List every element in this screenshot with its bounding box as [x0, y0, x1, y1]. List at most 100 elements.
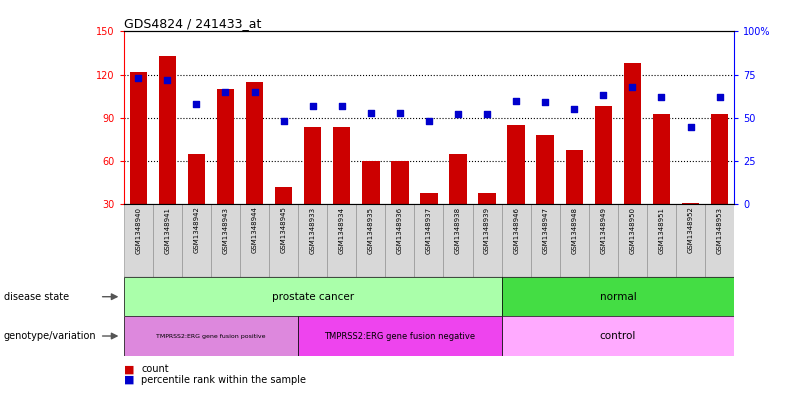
Bar: [327, 204, 356, 277]
Bar: [595, 107, 612, 204]
Text: GSM1348939: GSM1348939: [484, 207, 490, 253]
Bar: [478, 193, 496, 204]
Text: GSM1348953: GSM1348953: [717, 207, 723, 253]
Point: [132, 75, 144, 81]
Text: GSM1348938: GSM1348938: [455, 207, 461, 253]
Text: GSM1348933: GSM1348933: [310, 207, 316, 253]
Bar: [502, 204, 531, 277]
Bar: [275, 187, 292, 204]
Bar: [589, 204, 618, 277]
Bar: [449, 154, 467, 204]
Text: control: control: [599, 331, 636, 341]
Text: GSM1348941: GSM1348941: [164, 207, 170, 253]
Text: genotype/variation: genotype/variation: [4, 331, 97, 341]
Text: TMPRSS2:ERG gene fusion positive: TMPRSS2:ERG gene fusion positive: [156, 334, 266, 338]
Bar: [217, 89, 234, 204]
Text: GSM1348951: GSM1348951: [658, 207, 665, 253]
Bar: [159, 56, 176, 204]
Text: GSM1348944: GSM1348944: [251, 207, 258, 253]
Text: GSM1348947: GSM1348947: [542, 207, 548, 253]
Bar: [356, 204, 385, 277]
Text: GSM1348950: GSM1348950: [630, 207, 635, 253]
Point: [539, 99, 551, 105]
Point: [161, 77, 174, 83]
Point: [684, 123, 697, 130]
Bar: [152, 204, 182, 277]
Text: TMPRSS2:ERG gene fusion negative: TMPRSS2:ERG gene fusion negative: [324, 332, 476, 340]
Bar: [182, 204, 211, 277]
Bar: [653, 114, 670, 204]
Point: [393, 110, 406, 116]
Bar: [124, 316, 298, 356]
Bar: [647, 204, 676, 277]
Text: GSM1348945: GSM1348945: [281, 207, 286, 253]
Point: [510, 97, 523, 104]
Bar: [391, 161, 409, 204]
Bar: [444, 204, 472, 277]
Point: [335, 103, 348, 109]
Text: GSM1348942: GSM1348942: [193, 207, 200, 253]
Text: GSM1348946: GSM1348946: [513, 207, 519, 253]
Bar: [618, 204, 647, 277]
Bar: [124, 204, 152, 277]
Bar: [559, 204, 589, 277]
Bar: [536, 135, 554, 204]
Bar: [124, 277, 502, 316]
Bar: [385, 204, 414, 277]
Text: GSM1348948: GSM1348948: [571, 207, 577, 253]
Text: count: count: [141, 364, 169, 375]
Bar: [362, 161, 380, 204]
Text: GSM1348937: GSM1348937: [426, 207, 432, 253]
Bar: [681, 203, 699, 204]
Point: [568, 106, 581, 112]
Text: GSM1348934: GSM1348934: [338, 207, 345, 253]
Bar: [566, 150, 583, 204]
Bar: [333, 127, 350, 204]
Point: [219, 89, 231, 95]
Bar: [414, 204, 444, 277]
Text: disease state: disease state: [4, 292, 69, 302]
Bar: [240, 204, 269, 277]
Text: GSM1348936: GSM1348936: [397, 207, 403, 253]
Bar: [705, 204, 734, 277]
Bar: [298, 316, 502, 356]
Point: [248, 89, 261, 95]
Bar: [472, 204, 502, 277]
Point: [190, 101, 203, 107]
Text: percentile rank within the sample: percentile rank within the sample: [141, 375, 306, 385]
Bar: [624, 63, 641, 204]
Text: GSM1348935: GSM1348935: [368, 207, 373, 253]
Bar: [188, 154, 205, 204]
Text: normal: normal: [599, 292, 636, 302]
Text: GSM1348940: GSM1348940: [135, 207, 141, 253]
Point: [713, 94, 726, 100]
Text: GDS4824 / 241433_at: GDS4824 / 241433_at: [124, 17, 261, 30]
Text: prostate cancer: prostate cancer: [271, 292, 354, 302]
Bar: [508, 125, 525, 204]
Point: [277, 118, 290, 125]
Bar: [129, 72, 147, 204]
Point: [365, 110, 377, 116]
Text: GSM1348943: GSM1348943: [223, 207, 228, 253]
Point: [655, 94, 668, 100]
Bar: [502, 277, 734, 316]
Point: [422, 118, 435, 125]
Text: ■: ■: [124, 364, 134, 375]
Bar: [676, 204, 705, 277]
Point: [597, 92, 610, 99]
Bar: [304, 127, 322, 204]
Bar: [211, 204, 240, 277]
Bar: [531, 204, 559, 277]
Point: [626, 84, 638, 90]
Bar: [246, 82, 263, 204]
Text: ■: ■: [124, 375, 134, 385]
Bar: [421, 193, 437, 204]
Bar: [502, 316, 734, 356]
Bar: [711, 114, 729, 204]
Point: [452, 111, 464, 118]
Text: GSM1348949: GSM1348949: [600, 207, 606, 253]
Point: [480, 111, 493, 118]
Text: GSM1348952: GSM1348952: [688, 207, 693, 253]
Bar: [298, 204, 327, 277]
Bar: [269, 204, 298, 277]
